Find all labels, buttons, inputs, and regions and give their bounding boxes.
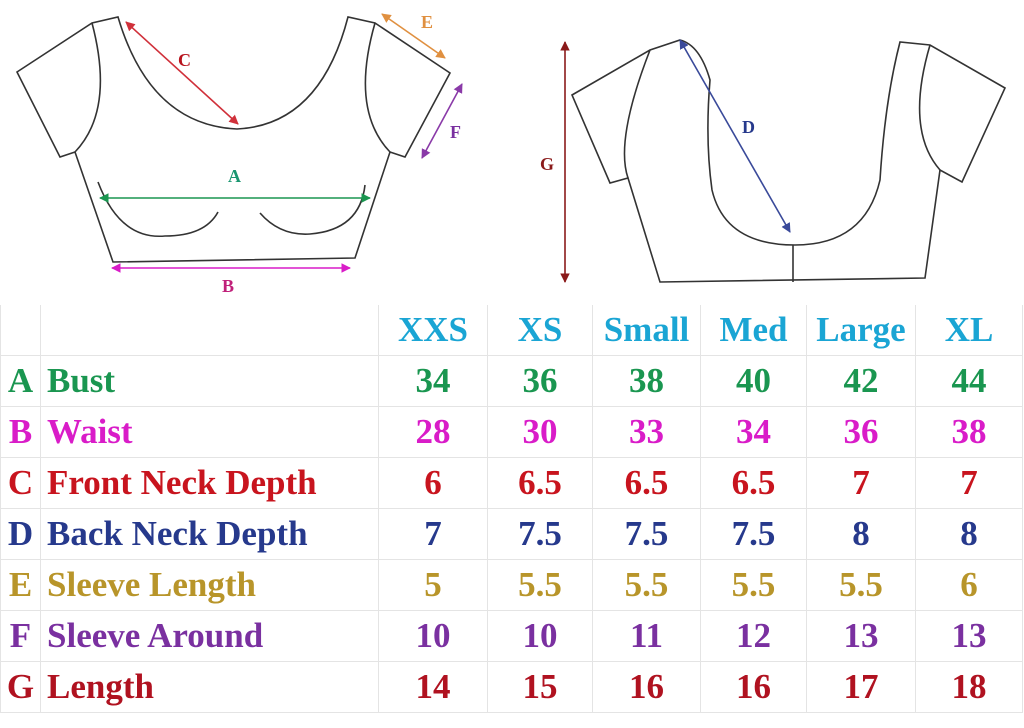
measurement-value: 5.5	[592, 559, 701, 611]
header-row: XXS XS Small Med Large XL	[0, 305, 1023, 356]
measurement-letter: E	[0, 559, 41, 611]
empty-cell	[40, 305, 379, 356]
arrow-d	[679, 39, 791, 233]
table-row: B Waist 28 30 33 34 36 38	[0, 406, 1023, 458]
measurement-value: 7.5	[700, 508, 807, 560]
measurement-value: 7.5	[592, 508, 701, 560]
arrow-e	[381, 13, 446, 59]
size-header: XS	[487, 305, 593, 356]
empty-cell	[0, 305, 41, 356]
measurement-value: 6.5	[487, 457, 593, 509]
arrow-c	[125, 21, 239, 125]
measurement-value: 16	[592, 661, 701, 713]
measurement-value: 8	[915, 508, 1023, 560]
measurement-letter: F	[0, 610, 41, 662]
measurement-value: 28	[378, 406, 488, 458]
measurement-label: Length	[40, 661, 379, 713]
measurement-value: 44	[915, 355, 1023, 407]
measurement-letter: D	[0, 508, 41, 560]
table-row: A Bust 34 36 38 40 42 44	[0, 355, 1023, 407]
measurement-value: 6	[378, 457, 488, 509]
label-g: G	[540, 154, 554, 174]
measurement-letter: B	[0, 406, 41, 458]
back-blouse-outline	[570, 39, 1007, 283]
measurement-letter: C	[0, 457, 41, 509]
measurement-letter: A	[0, 355, 41, 407]
size-header: Med	[700, 305, 807, 356]
measurement-value: 14	[378, 661, 488, 713]
label-c: C	[178, 50, 191, 70]
measurement-value: 34	[378, 355, 488, 407]
label-b: B	[222, 276, 234, 296]
measurement-label: Sleeve Around	[40, 610, 379, 662]
measurement-value: 7	[915, 457, 1023, 509]
measurement-label: Waist	[40, 406, 379, 458]
measurement-value: 5.5	[806, 559, 916, 611]
size-header: XL	[915, 305, 1023, 356]
label-e: E	[421, 12, 433, 32]
measurement-value: 40	[700, 355, 807, 407]
measurement-value: 11	[592, 610, 701, 662]
measurement-value: 38	[592, 355, 701, 407]
measurement-value: 36	[806, 406, 916, 458]
front-blouse-outline	[15, 16, 452, 263]
table-row: C Front Neck Depth 6 6.5 6.5 6.5 7 7	[0, 457, 1023, 509]
table-row: D Back Neck Depth 7 7.5 7.5 7.5 8 8	[0, 508, 1023, 560]
measurement-value: 5.5	[487, 559, 593, 611]
table-row: E Sleeve Length 5 5.5 5.5 5.5 5.5 6	[0, 559, 1023, 611]
size-chart-table: XXS XS Small Med Large XL A Bust 34 36 38 40 42 44 B Wa…	[0, 305, 1023, 713]
measurement-value: 7	[378, 508, 488, 560]
measurement-value: 33	[592, 406, 701, 458]
measurement-letter: G	[0, 661, 41, 713]
measurement-value: 13	[806, 610, 916, 662]
label-a: A	[228, 166, 241, 186]
measurement-value: 17	[806, 661, 916, 713]
measurement-value: 13	[915, 610, 1023, 662]
measurement-value: 10	[487, 610, 593, 662]
measurement-value: 30	[487, 406, 593, 458]
size-header: XXS	[378, 305, 488, 356]
measurement-value: 7	[806, 457, 916, 509]
measurement-value: 15	[487, 661, 593, 713]
measurement-value: 8	[806, 508, 916, 560]
table-row: F Sleeve Around 10 10 11 12 13 13	[0, 610, 1023, 662]
measurement-value: 7.5	[487, 508, 593, 560]
measurement-label: Sleeve Length	[40, 559, 379, 611]
size-header: Large	[806, 305, 916, 356]
table-row: G Length 14 15 16 16 17 18	[0, 661, 1023, 713]
measurement-value: 16	[700, 661, 807, 713]
measurement-label: Front Neck Depth	[40, 457, 379, 509]
measurement-value: 5.5	[700, 559, 807, 611]
measurement-value: 12	[700, 610, 807, 662]
measurement-value: 18	[915, 661, 1023, 713]
measurement-value: 5	[378, 559, 488, 611]
blouse-measurement-diagram: C A B E F D G	[15, 12, 1007, 296]
measurement-label: Bust	[40, 355, 379, 407]
label-d: D	[742, 117, 755, 137]
measurement-value: 6	[915, 559, 1023, 611]
measurement-value: 38	[915, 406, 1023, 458]
measurement-value: 42	[806, 355, 916, 407]
size-header: Small	[592, 305, 701, 356]
label-f: F	[450, 122, 461, 142]
measurement-value: 34	[700, 406, 807, 458]
measurement-label: Back Neck Depth	[40, 508, 379, 560]
measurement-value: 10	[378, 610, 488, 662]
measurement-value: 36	[487, 355, 593, 407]
arrow-f	[421, 83, 463, 159]
measurement-value: 6.5	[700, 457, 807, 509]
measurement-value: 6.5	[592, 457, 701, 509]
